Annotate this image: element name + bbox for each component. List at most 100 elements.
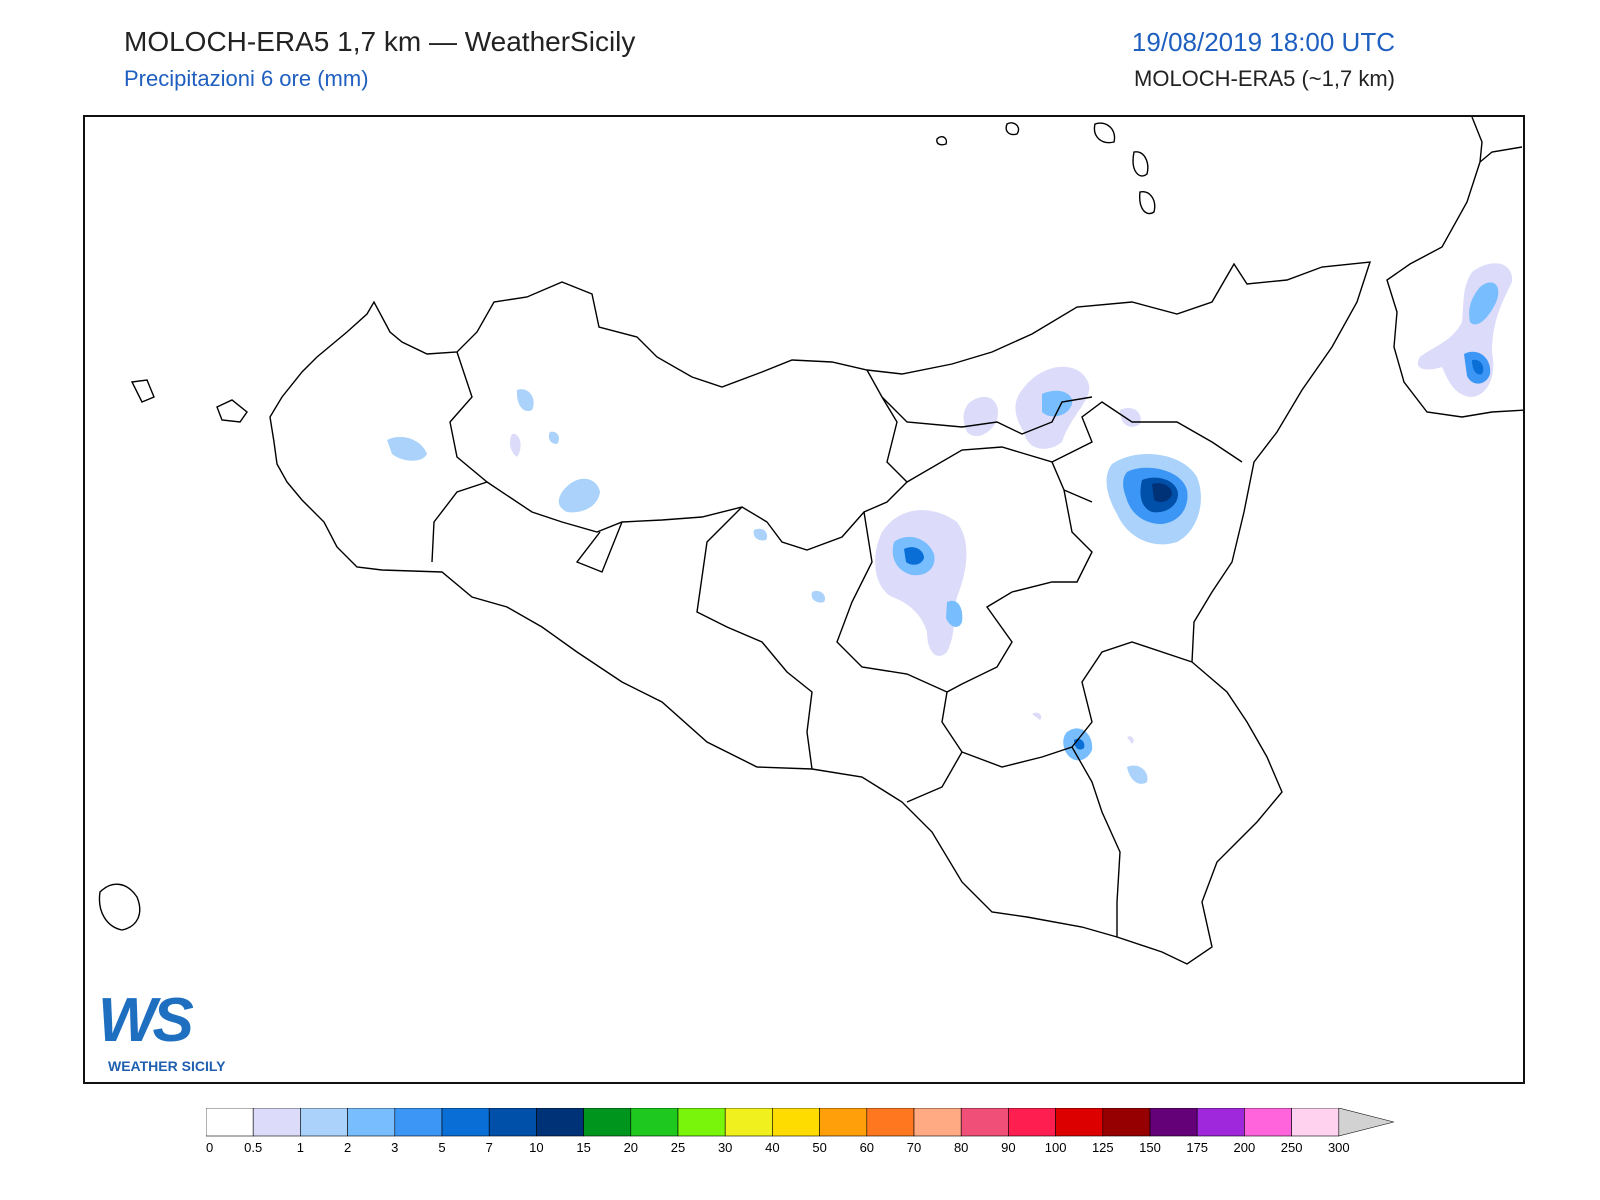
color-scale-legend: 0 0.5 1 2 3 5 7 10 15 20 25 30 40 50 60 70 80 90 100 125 150… xyxy=(205,1107,1406,1163)
precipitation-layer xyxy=(387,263,1513,784)
legend-tick-label: 200 xyxy=(1234,1140,1256,1155)
legend-tick-label: 150 xyxy=(1139,1140,1161,1155)
logo-letters: WS xyxy=(98,986,194,1055)
precip-area-small-1 xyxy=(1127,736,1134,744)
coastline-layer xyxy=(98,117,1523,965)
island-pantelleria xyxy=(98,883,141,931)
legend-swatch xyxy=(441,1107,490,1137)
precip-area-siracusa xyxy=(1127,765,1148,784)
precip-area-nebrodi-core xyxy=(1042,390,1073,417)
island-ustica xyxy=(936,136,948,146)
legend-swatch xyxy=(394,1107,443,1137)
legend-tick-label: 20 xyxy=(624,1140,638,1155)
legend-tick-label: 40 xyxy=(765,1140,779,1155)
precip-area-corleone xyxy=(558,478,600,513)
legend-tick-label: 7 xyxy=(486,1140,493,1155)
legend-swatch xyxy=(866,1107,915,1137)
precip-area-palermo-b xyxy=(509,433,521,457)
legend-tick-label: 125 xyxy=(1092,1140,1114,1155)
model-label: MOLOCH-ERA5 (~1,7 km) xyxy=(1134,66,1395,91)
legend-swatch xyxy=(300,1107,348,1137)
legend-tick-label: 15 xyxy=(576,1140,590,1155)
legend-swatch xyxy=(819,1107,868,1137)
legend-tick-label: 2 xyxy=(344,1140,351,1155)
legend-swatch xyxy=(1055,1107,1104,1137)
island-favignana xyxy=(130,379,155,403)
legend-swatch xyxy=(1149,1107,1198,1137)
province-palermo-border xyxy=(486,369,908,551)
page-title: MOLOCH-ERA5 1,7 km — WeatherSicily xyxy=(124,26,636,57)
precip-area-central-outer xyxy=(875,510,967,656)
province-trapani-border xyxy=(431,351,489,563)
island-salina xyxy=(1093,122,1116,144)
precip-area-calabria-mid xyxy=(1469,282,1499,325)
island-levanzo xyxy=(216,399,248,423)
color-scale-bar: 0 0.5 1 2 3 5 7 10 15 20 25 30 40 50 60 70 80 90 100 125 150… xyxy=(205,1107,1394,1155)
legend-swatch xyxy=(960,1107,1009,1137)
legend-extend-arrow xyxy=(1338,1107,1394,1137)
legend-swatch xyxy=(347,1107,396,1137)
province-messina-border xyxy=(881,396,1093,435)
legend-tick-label: 80 xyxy=(954,1140,968,1155)
legend-tick-label: 60 xyxy=(860,1140,874,1155)
variable-subtitle: Precipitazioni 6 ore (mm) xyxy=(124,66,369,91)
legend-tick-label: 100 xyxy=(1045,1140,1067,1155)
legend-swatch xyxy=(1196,1107,1245,1137)
legend-tick-label: 175 xyxy=(1186,1140,1208,1155)
precip-area-madonie xyxy=(753,528,768,541)
legend-swatch xyxy=(1102,1107,1151,1137)
legend-swatch xyxy=(630,1107,679,1137)
island-lipari xyxy=(1132,151,1149,177)
precip-area-calabria-core xyxy=(1472,359,1484,375)
legend-tick-label: 5 xyxy=(438,1140,445,1155)
legend-swatch xyxy=(1244,1107,1292,1137)
precip-area-etna-core xyxy=(1152,483,1172,502)
legend-tick-label: 25 xyxy=(671,1140,685,1155)
legend-tick-label: 3 xyxy=(391,1140,398,1155)
sicily-coastline xyxy=(269,261,1371,965)
legend-tick-label: 250 xyxy=(1281,1140,1303,1155)
province-caltanissetta-border xyxy=(836,511,963,803)
logo-text: WEATHER SICILY xyxy=(108,1058,226,1074)
legend-swatch xyxy=(536,1107,584,1137)
legend-swatch xyxy=(724,1107,773,1137)
map-canvas xyxy=(98,117,1523,965)
legend-tick-label: 90 xyxy=(1001,1140,1015,1155)
legend-swatch xyxy=(1008,1107,1056,1137)
legend-swatch xyxy=(252,1107,301,1137)
island-vulcano xyxy=(1139,191,1156,215)
precip-area-north xyxy=(963,396,998,437)
province-catania-border xyxy=(961,401,1243,768)
precip-area-palermo-c xyxy=(548,431,560,444)
legend-tick-label: 70 xyxy=(907,1140,921,1155)
precip-area-small-2 xyxy=(1032,712,1042,720)
precip-area-small-central xyxy=(811,590,826,603)
map-panel xyxy=(83,115,1525,1084)
legend-tick-label: 1 xyxy=(297,1140,304,1155)
calabria-coastline xyxy=(1386,117,1523,418)
weathersicily-logo: WS WEATHER SICILY xyxy=(96,985,256,1075)
valid-datetime: 19/08/2019 18:00 UTC xyxy=(1131,27,1395,57)
precip-area-central-inner xyxy=(904,547,924,565)
precip-area-palermo-a xyxy=(516,389,534,412)
legend-swatch xyxy=(488,1107,537,1137)
legend-swatch xyxy=(1291,1107,1340,1137)
legend-swatch xyxy=(205,1107,254,1137)
legend-swatch xyxy=(772,1107,820,1137)
legend-tick-label: 30 xyxy=(718,1140,732,1155)
legend-tick-label: 10 xyxy=(529,1140,543,1155)
legend-tick-label: 0 xyxy=(206,1140,213,1155)
province-siracusa-border xyxy=(1071,746,1121,937)
province-enna-border xyxy=(906,446,1093,693)
province-agrigento-border xyxy=(575,506,813,770)
legend-tick-label: 0.5 xyxy=(244,1140,262,1155)
precip-area-trapani xyxy=(387,436,427,461)
legend-swatch xyxy=(583,1107,632,1137)
legend-swatch xyxy=(913,1107,962,1137)
legend-tick-label: 300 xyxy=(1328,1140,1350,1155)
precip-area-east-small xyxy=(1120,407,1141,427)
island-alicudi xyxy=(1005,122,1020,136)
legend-swatch xyxy=(677,1107,726,1137)
precip-area-calabria-outer xyxy=(1417,263,1513,397)
legend-tick-label: 50 xyxy=(812,1140,826,1155)
